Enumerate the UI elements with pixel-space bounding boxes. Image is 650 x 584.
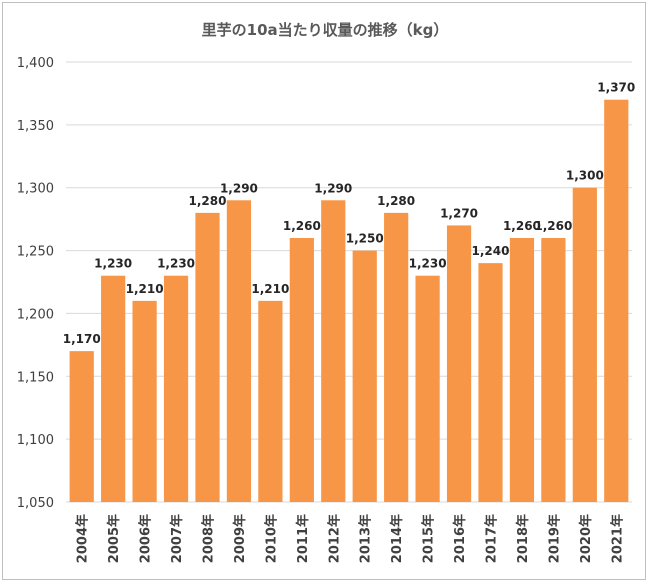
x-tick-label: 2014年 — [389, 514, 405, 563]
x-tick-label: 2007年 — [169, 514, 185, 563]
bar — [415, 275, 440, 502]
x-tick-label: 2009年 — [232, 514, 248, 563]
x-tick-label: 2004年 — [75, 514, 91, 563]
bar — [352, 250, 377, 502]
data-label: 1,290 — [314, 181, 352, 195]
data-label: 1,210 — [126, 282, 164, 296]
x-tick-label: 2021年 — [609, 514, 625, 563]
bar — [384, 212, 409, 502]
y-tick-label: 1,150 — [17, 370, 54, 385]
bar — [541, 238, 566, 502]
x-tick-label: 2008年 — [201, 514, 217, 563]
gridlines — [66, 61, 632, 503]
y-tick-label: 1,050 — [17, 496, 54, 511]
bar — [163, 275, 189, 502]
x-tick-label: 2011年 — [295, 514, 311, 563]
x-tick-label: 2020年 — [578, 514, 594, 563]
x-tick-label: 2015年 — [421, 514, 437, 563]
data-label: 1,230 — [157, 257, 195, 271]
data-label: 1,270 — [440, 206, 478, 220]
data-labels: 1,1701,2301,2101,2301,2801,2901,2101,260… — [63, 81, 636, 346]
bar — [509, 238, 535, 502]
x-tick-label: 2016年 — [452, 514, 468, 563]
bar — [69, 351, 94, 502]
y-tick-label: 1,350 — [17, 119, 54, 134]
x-tick-label: 2018年 — [515, 514, 531, 563]
y-tick-label: 1,250 — [17, 245, 54, 260]
x-axis-ticks: 2004年 2005年 2006年 2007年 2008年 2009年 2010年 2011年… — [75, 514, 626, 563]
data-label: 1,280 — [189, 194, 227, 208]
x-tick-label: 2010年 — [263, 514, 279, 563]
x-tick-label: 2013年 — [358, 514, 374, 563]
bar — [226, 200, 252, 503]
y-tick-label: 1,400 — [17, 56, 54, 71]
bars — [69, 99, 629, 503]
data-label: 1,290 — [220, 181, 258, 195]
x-tick-label: 2006年 — [138, 514, 154, 563]
data-label: 1,370 — [597, 81, 635, 95]
bar — [195, 212, 220, 502]
data-label: 1,250 — [346, 232, 384, 246]
data-label: 1,230 — [409, 257, 447, 271]
bar — [446, 225, 472, 502]
bar — [101, 275, 126, 502]
y-tick-label: 1,300 — [17, 182, 54, 197]
data-label: 1,260 — [283, 219, 321, 233]
bar — [478, 263, 503, 502]
bar — [289, 238, 314, 502]
chart-title: 里芋の10a当たり収量の推移（kg） — [202, 21, 449, 39]
x-tick-label: 2019年 — [546, 514, 562, 563]
x-tick-label: 2012年 — [326, 514, 342, 563]
bar — [132, 300, 157, 502]
x-tick-label: 2017年 — [484, 514, 500, 563]
data-label: 1,280 — [377, 194, 415, 208]
data-label: 1,240 — [472, 244, 510, 258]
data-label: 1,260 — [503, 219, 541, 233]
data-label: 1,260 — [534, 219, 572, 233]
x-tick-label: 2005年 — [106, 514, 122, 563]
bar — [258, 300, 283, 502]
data-label: 1,210 — [251, 282, 289, 296]
bar — [572, 187, 597, 502]
y-axis-ticks: 1,050 1,100 1,150 1,200 1,250 1,300 1,350 1,400 — [17, 56, 54, 511]
bar — [604, 99, 629, 502]
y-tick-label: 1,100 — [17, 433, 54, 448]
bar — [321, 200, 346, 503]
data-label: 1,170 — [63, 332, 101, 346]
y-tick-label: 1,200 — [17, 307, 54, 322]
data-label: 1,230 — [94, 257, 132, 271]
data-label: 1,300 — [566, 169, 604, 183]
